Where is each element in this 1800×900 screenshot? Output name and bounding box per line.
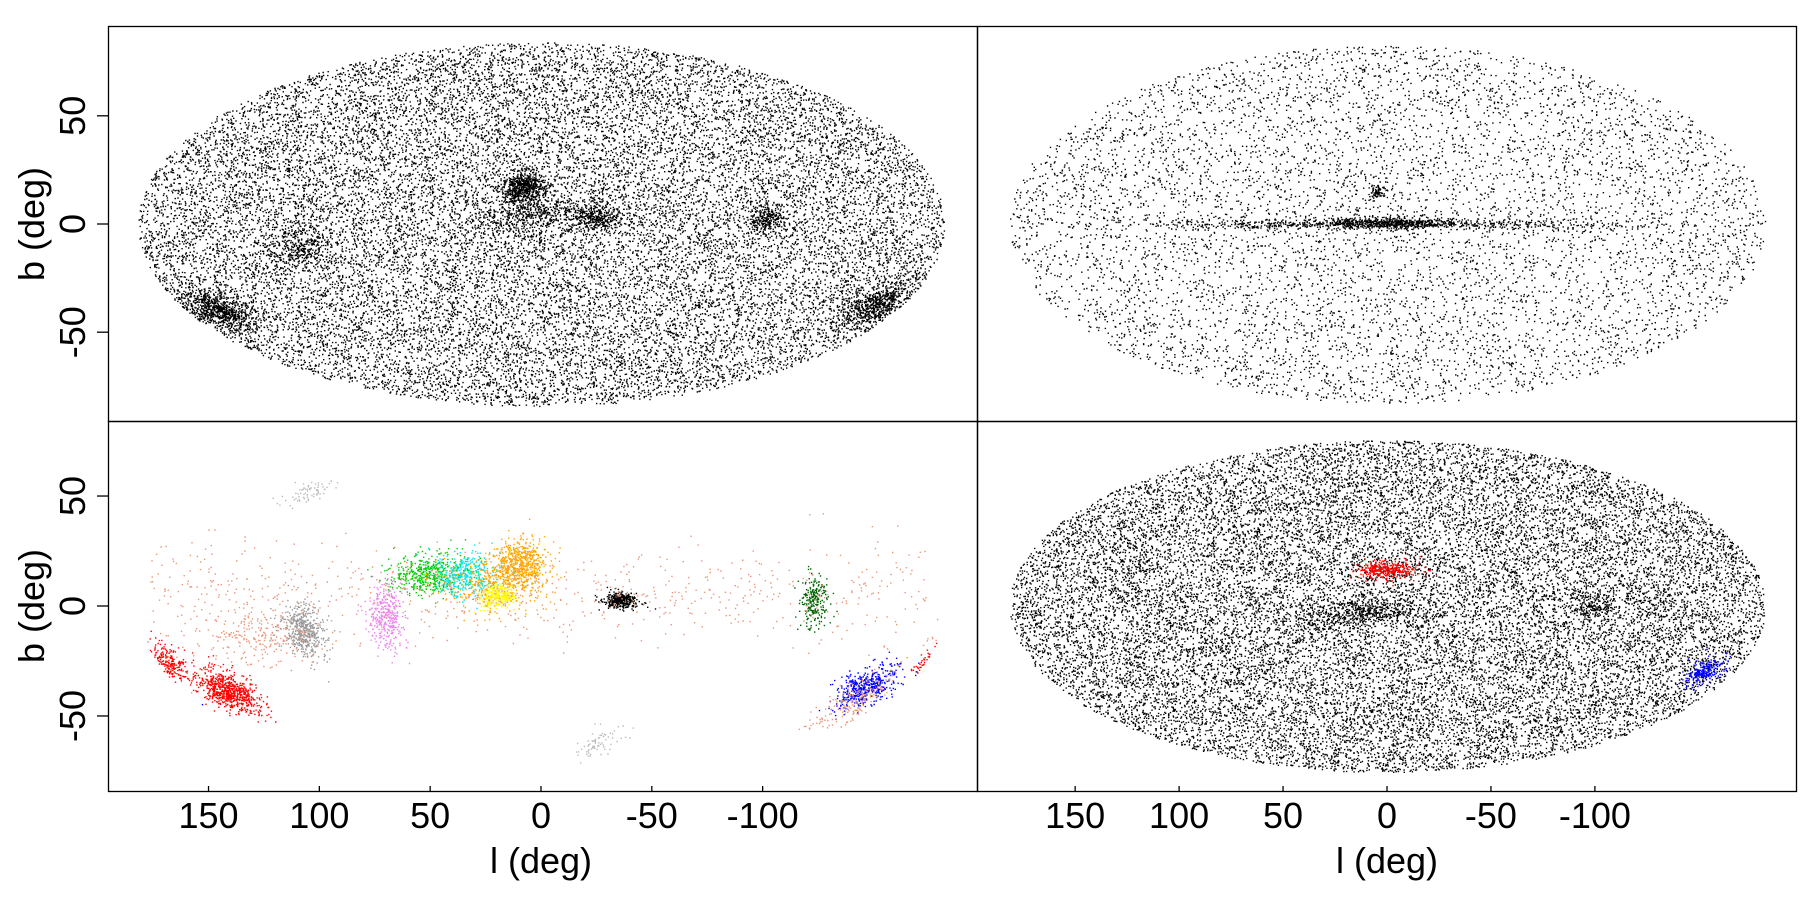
x-tick-label: -50 <box>626 795 678 836</box>
x-tick-label: 0 <box>531 795 551 836</box>
x-tick-label: 50 <box>410 795 450 836</box>
y-tick-label: -50 <box>52 306 93 358</box>
x-tick-label: -50 <box>1465 795 1517 836</box>
panel-top-left-points <box>138 42 946 408</box>
panel-bottom-left-x-axis-title: l (deg) <box>490 840 592 881</box>
scatter-series-10 <box>147 513 939 730</box>
scatter-series-0 <box>138 42 946 408</box>
panel-bottom-left-points <box>147 480 939 764</box>
x-tick-label: -100 <box>1559 795 1631 836</box>
scatter-series-4 <box>416 542 519 610</box>
scatter-series-0 <box>149 630 938 723</box>
y-tick-label: -50 <box>52 690 93 742</box>
x-tick-label: 100 <box>289 795 349 836</box>
x-tick-label: 100 <box>1149 795 1209 836</box>
x-tick-label: -100 <box>727 795 799 836</box>
panel-top-right-points <box>1010 45 1767 404</box>
y-tick-label: 0 <box>52 214 93 234</box>
scatter-series-1 <box>1349 555 1431 587</box>
y-tick-label: 50 <box>52 476 93 516</box>
panel-top-left-y-axis-title: b (deg) <box>11 167 52 281</box>
x-tick-label: 150 <box>178 795 238 836</box>
scatter-series-2 <box>357 575 411 665</box>
panel-bottom-left-y-axis-title: b (deg) <box>11 549 52 663</box>
x-tick-label: 150 <box>1045 795 1105 836</box>
y-tick-label: 0 <box>52 596 93 616</box>
panel-bottom-left-frame <box>107 420 979 793</box>
scatter-series-9 <box>201 651 920 720</box>
scatter-series-11 <box>272 480 634 764</box>
scatter-series-8 <box>794 565 838 633</box>
panel-top-left-axes: 50 0 -50 <box>52 96 109 358</box>
scatter-series-0 <box>1010 440 1766 773</box>
scatter-series-7 <box>594 586 657 612</box>
scatter-series-3 <box>367 539 486 604</box>
scatter-series-6 <box>474 573 521 614</box>
panel-bottom-right-points <box>1010 440 1766 773</box>
scatter-series-0 <box>1010 45 1767 404</box>
panel-bottom-left-axes: 50 0 -50 150 100 50 0 -50 -100 <box>52 476 799 836</box>
panel-bottom-right-x-axis-title: l (deg) <box>1336 840 1438 881</box>
y-tick-label: 50 <box>52 96 93 136</box>
panel-bottom-right-axes: 150 100 50 0 -50 -100 <box>1045 786 1631 836</box>
x-tick-label: 0 <box>1377 795 1397 836</box>
x-tick-label: 50 <box>1263 795 1303 836</box>
